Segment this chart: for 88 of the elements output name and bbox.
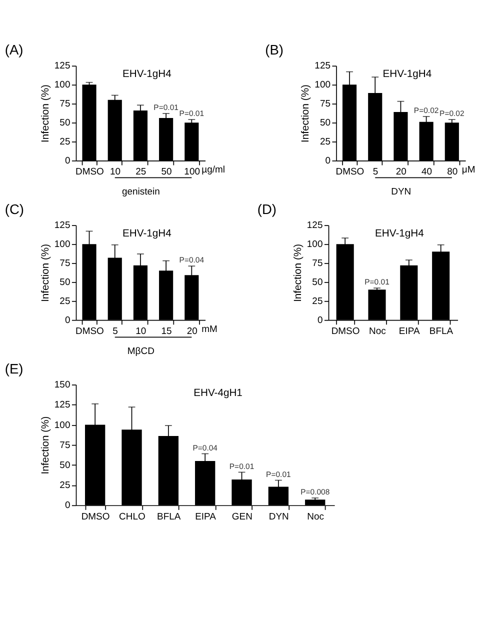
x-tick-label: 100 (184, 166, 200, 178)
chart-title: (C) (4, 202, 24, 217)
y-tick-label: 125 (54, 400, 70, 411)
y-tick-label: 0 (64, 314, 70, 326)
x-tick-label: 20 (186, 326, 198, 338)
chart-title: (A) (4, 42, 24, 58)
y-tick-label: 0 (64, 500, 70, 512)
annotation: P=0.02 (440, 109, 464, 118)
y-tick-label: 75 (60, 98, 70, 110)
x-tick-label: 10 (110, 166, 121, 178)
y-tick-label: 125 (54, 220, 70, 232)
x-tick-label: 80 (447, 166, 458, 178)
annotation: P=0.01 (266, 470, 291, 479)
annotation: EHV-1gH4 (122, 228, 172, 240)
annotation: P=0.04 (192, 443, 218, 452)
x-axis-title: DYN (391, 186, 412, 198)
x-tick-label: 50 (161, 166, 172, 178)
y-tick-label: 100 (54, 239, 70, 250)
y-axis-title: Infection (%) (292, 244, 304, 302)
y-tick-label: 50 (60, 277, 70, 288)
x-tick-label: BFLA (157, 511, 182, 522)
chart-title: (B) (265, 42, 284, 58)
y-tick-label: 50 (320, 118, 330, 129)
y-tick-label: 50 (60, 118, 70, 129)
annotation: P=0.008 (300, 488, 330, 497)
y-tick-label: 125 (314, 60, 330, 72)
y-tick-label: 50 (60, 460, 70, 471)
text: µg/ml (202, 164, 225, 176)
y-tick-label: 100 (54, 80, 70, 91)
x-tick-label: 5 (112, 326, 118, 338)
x-tick-label: 10 (136, 326, 146, 338)
y-tick-label: 75 (60, 258, 70, 270)
x-tick-label: EIPA (398, 326, 420, 338)
chart-title: (D) (257, 202, 276, 217)
annotation: P=0.01 (179, 109, 204, 118)
annotation: EHV-1gH4 (122, 68, 172, 80)
y-tick-label: 25 (60, 480, 70, 492)
y-tick-label: 100 (314, 80, 330, 91)
y-axis-title: Infection (%) (40, 416, 52, 474)
annotation: P=0.02 (414, 106, 439, 116)
text: μM (462, 164, 476, 176)
x-tick-label: DMSO (336, 166, 364, 178)
x-tick-label: CHLO (119, 511, 146, 522)
y-tick-label: 100 (54, 420, 70, 431)
y-tick-label: 75 (320, 98, 330, 110)
x-tick-label: DMSO (76, 166, 104, 178)
x-axis-title: MβCD (127, 346, 155, 357)
x-tick-label: DMSO (76, 326, 104, 338)
annotation: P=0.04 (179, 256, 205, 265)
annotation: EHV-1gH4 (382, 68, 432, 80)
text: mM (202, 324, 218, 335)
y-tick-label: 75 (312, 258, 323, 270)
annotation: P=0.01 (154, 103, 178, 112)
y-tick-label: 100 (306, 239, 323, 250)
x-tick-label: 5 (372, 166, 378, 178)
x-axis-title: genistein (122, 186, 160, 198)
y-tick-label: 0 (64, 156, 70, 167)
x-tick-label: DYN (268, 511, 290, 522)
x-tick-label: DMSO (81, 511, 110, 522)
y-axis-title: Infection (%) (40, 244, 52, 302)
chart-title: (E) (4, 361, 24, 376)
annotation: P=0.01 (364, 278, 390, 287)
annotation: P=0.01 (229, 462, 254, 471)
y-tick-label: 25 (60, 296, 70, 307)
x-tick-label: 20 (396, 166, 406, 178)
x-tick-label: 40 (421, 166, 432, 178)
y-tick-label: 125 (54, 60, 70, 72)
y-tick-label: 0 (325, 156, 330, 167)
x-tick-label: Noc (307, 511, 324, 522)
x-tick-label: 15 (161, 326, 172, 338)
y-tick-label: 25 (60, 136, 70, 148)
y-tick-label: 125 (306, 220, 323, 232)
y-tick-label: 0 (317, 314, 323, 326)
y-axis-title: Infection (%) (300, 84, 312, 143)
y-tick-label: 50 (312, 277, 323, 288)
x-tick-label: 25 (136, 166, 146, 178)
x-tick-label: GEN (232, 511, 253, 522)
y-tick-label: 150 (54, 380, 70, 391)
y-axis-title: Infection (%) (40, 84, 52, 143)
annotation: EHV-1gH4 (375, 228, 424, 240)
y-tick-label: 75 (60, 440, 70, 451)
x-tick-label: EIPA (195, 511, 217, 522)
y-tick-label: 25 (320, 136, 330, 148)
x-tick-label: BFLA (429, 326, 454, 338)
y-tick-label: 25 (312, 296, 323, 307)
x-tick-label: Noc (369, 326, 386, 338)
annotation: EHV-4gH1 (194, 388, 243, 399)
x-tick-label: DMSO (331, 326, 360, 338)
